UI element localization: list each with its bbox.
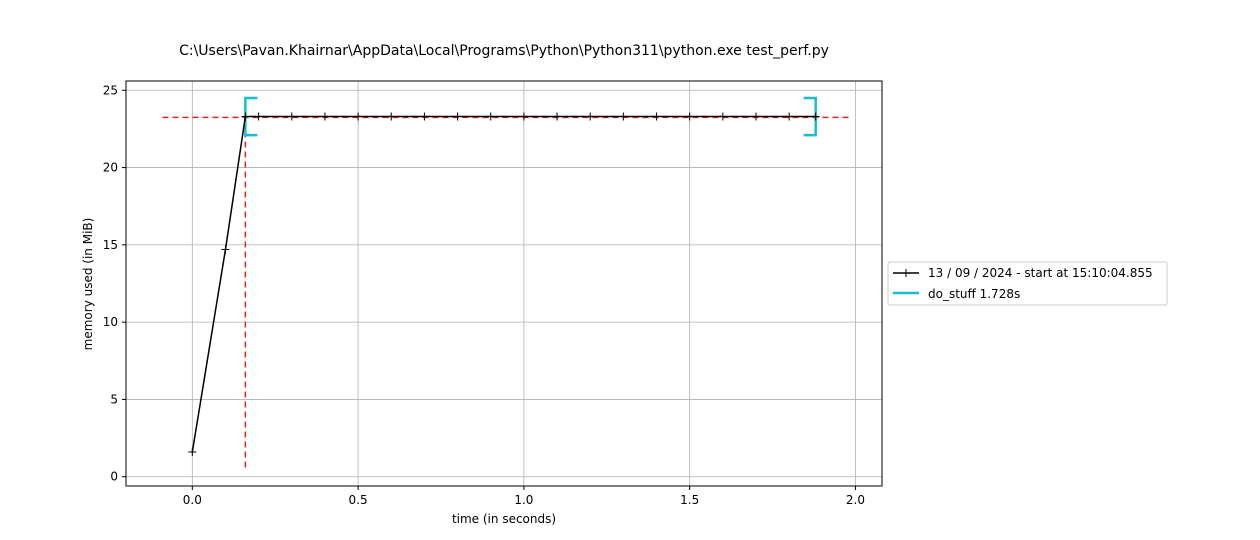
legend: 13 / 09 / 2024 - start at 15:10:04.855 d… bbox=[887, 261, 1168, 306]
y-axis-label: memory used (in MiB) bbox=[81, 218, 95, 351]
x-tick-label: 1.5 bbox=[680, 493, 699, 507]
x-tick-label: 2.0 bbox=[846, 493, 865, 507]
y-tick-label: 5 bbox=[110, 392, 118, 406]
data-point-marker bbox=[453, 112, 462, 121]
y-tick-label: 0 bbox=[110, 470, 118, 484]
y-tick-label: 20 bbox=[103, 161, 118, 175]
data-point-marker bbox=[188, 447, 197, 456]
legend-marker-plus bbox=[902, 269, 910, 277]
data-point-marker bbox=[241, 112, 250, 121]
data-point-marker bbox=[486, 112, 495, 121]
plot-frame bbox=[125, 80, 883, 487]
data-point-marker bbox=[685, 112, 694, 121]
data-point-marker bbox=[254, 112, 263, 121]
data-point-marker bbox=[553, 112, 562, 121]
chart-title: C:\Users\Pavan.Khairnar\AppData\Local\Pr… bbox=[179, 43, 829, 59]
data-point-marker bbox=[354, 112, 363, 121]
legend-label-span: do_stuff 1.728s bbox=[928, 287, 1020, 301]
x-tick-label: 0.0 bbox=[183, 493, 202, 507]
x-axis-label: time (in seconds) bbox=[452, 512, 556, 526]
y-tick-label: 15 bbox=[103, 238, 118, 252]
memory-usage-line bbox=[191, 115, 816, 453]
data-point-marker bbox=[718, 112, 727, 121]
data-point-marker bbox=[619, 112, 628, 121]
data-point-marker bbox=[652, 112, 661, 121]
data-point-marker bbox=[752, 112, 760, 121]
x-tick-label: 1.0 bbox=[514, 493, 533, 507]
data-point-marker bbox=[586, 112, 595, 121]
data-point-marker bbox=[221, 245, 230, 254]
x-tick-label: 0.5 bbox=[349, 493, 368, 507]
reference-lines bbox=[162, 98, 849, 468]
legend-label-series: 13 / 09 / 2024 - start at 15:10:04.855 bbox=[928, 266, 1153, 280]
data-point-marker bbox=[811, 112, 820, 121]
data-point-marker bbox=[519, 112, 528, 121]
y-tick-label: 25 bbox=[103, 83, 118, 97]
data-point-marker bbox=[387, 112, 396, 121]
data-point-marker bbox=[287, 112, 296, 121]
data-point-marker bbox=[320, 112, 329, 121]
y-tick-label: 10 bbox=[103, 315, 118, 329]
data-point-marker bbox=[420, 112, 429, 121]
x-axis-ticks: 0.0 0.5 1.0 1.5 2.0 bbox=[183, 486, 865, 507]
y-axis-ticks: 0 5 10 15 20 25 bbox=[103, 83, 126, 484]
plot-area: 0.0 0.5 1.0 1.5 2.0 0 5 10 15 20 25 bbox=[103, 80, 883, 507]
data-point-marker bbox=[785, 112, 794, 121]
grid-lines bbox=[126, 81, 882, 486]
data-series bbox=[188, 112, 820, 456]
legend-box bbox=[887, 261, 1168, 306]
